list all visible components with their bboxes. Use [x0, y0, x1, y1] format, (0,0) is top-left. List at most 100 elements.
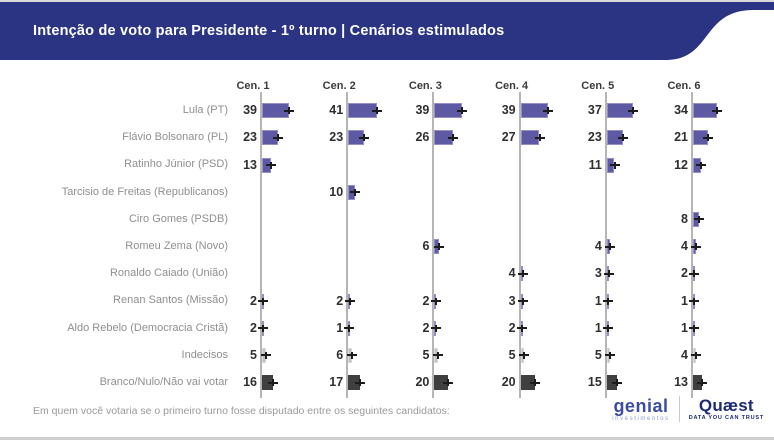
error-bar-tick	[608, 243, 611, 251]
value-label: 1	[336, 320, 344, 335]
error-bar-tick	[277, 134, 280, 142]
candidate-label: Romeu Zema (Novo)	[125, 240, 228, 252]
error-bar-tick	[436, 351, 439, 359]
value-label: 1	[681, 293, 688, 308]
error-bar-tick	[264, 351, 267, 359]
value-label: 3	[508, 293, 516, 308]
error-bar-tick	[521, 297, 524, 305]
quaest-logo: Quæst DATA YOU CAN TRUST	[689, 397, 764, 422]
header-banner: Intenção de voto para Presidente - 1º tu…	[0, 2, 774, 60]
value-label: 15	[587, 375, 602, 390]
value-label: 6	[336, 347, 344, 362]
bottom-divider	[0, 437, 774, 440]
scenario-axis-line	[604, 92, 607, 398]
value-label: 34	[674, 103, 688, 118]
error-bar-tick	[351, 351, 354, 359]
value-label: 20	[501, 375, 516, 390]
value-label: 5	[422, 347, 430, 362]
error-bar-tick	[347, 324, 350, 332]
candidate-label: Ciro Gomes (PSDB)	[128, 212, 228, 225]
value-label: 17	[329, 375, 344, 390]
value-label: 10	[329, 184, 344, 199]
value-label: 8	[681, 211, 688, 226]
value-label: 4	[508, 266, 516, 281]
value-label: 39	[501, 103, 516, 118]
survey-question-footnote: Em quem você votaria se o primeiro turno…	[33, 405, 450, 417]
error-bar-tick	[447, 379, 450, 387]
logo-separator	[678, 396, 680, 422]
error-bar-tick	[701, 379, 704, 387]
scenario-axis-line	[346, 92, 349, 398]
scenario-axis-line	[260, 92, 262, 398]
error-bar-tick	[521, 324, 523, 332]
error-bar-tick	[288, 107, 291, 115]
genial-logo: genial investimentos	[612, 397, 669, 422]
scenario-header: Cen. 3	[408, 80, 442, 92]
error-bar-tick	[700, 161, 703, 169]
value-label: 39	[243, 103, 257, 118]
error-bar-tick	[434, 297, 437, 305]
error-bar-tick	[460, 107, 463, 115]
value-label: 23	[243, 130, 257, 145]
value-label: 4	[681, 239, 688, 254]
value-label: 39	[415, 103, 430, 118]
error-bar-tick	[437, 243, 440, 251]
scenario-header: Cen. 6	[667, 80, 701, 92]
error-bar-tick	[616, 379, 619, 387]
value-label: 11	[588, 157, 602, 172]
error-bar-tick	[538, 134, 541, 142]
candidate-label: Tarcisio de Freitas (Republicanos)	[61, 185, 228, 198]
value-label: 37	[587, 103, 602, 118]
value-label: 16	[243, 375, 257, 390]
error-bar-tick	[522, 270, 525, 278]
value-label: 2	[508, 320, 516, 335]
value-label: 13	[674, 375, 688, 390]
candidate-label: Flávio Bolsonaro (PL)	[122, 131, 228, 144]
error-bar-tick	[693, 270, 696, 278]
error-bar-tick	[606, 324, 609, 332]
genial-tagline: investimentos	[612, 415, 670, 422]
error-bar-tick	[694, 243, 697, 251]
candidate-label: Ronaldo Caiado (União)	[109, 267, 228, 280]
error-bar-tick	[697, 215, 700, 223]
error-bar-tick	[621, 134, 624, 142]
genial-wordmark: genial	[613, 395, 669, 416]
error-bar-tick	[354, 188, 357, 196]
error-bar-tick	[262, 324, 265, 332]
error-bar-tick	[706, 134, 709, 142]
value-label: 4	[594, 239, 602, 254]
value-label: 27	[501, 130, 516, 145]
value-label: 2	[250, 320, 257, 335]
error-bar-tick	[434, 324, 437, 332]
candidate-label: Indecisos	[181, 348, 228, 361]
value-label: 1	[594, 293, 602, 308]
error-bar-tick	[609, 351, 612, 359]
banner-swoosh-shape	[0, 2, 774, 60]
error-bar-tick	[607, 270, 610, 278]
value-label: 23	[587, 130, 602, 145]
value-label: 3	[594, 266, 602, 281]
page-title: Intenção de voto para Presidente - 1º tu…	[33, 23, 505, 39]
scenario-header: Cen. 4	[495, 80, 529, 92]
poll-bar-chart: Cen. 1 Cen. 2 Cen. 3 Cen. 4 Cen. 5 Cen. 6 Lula…	[0, 60, 774, 405]
candidate-label: Aldo Rebelo (Democracia Cristã)	[67, 321, 228, 334]
error-bar-tick	[270, 161, 273, 169]
value-label: 26	[415, 130, 430, 145]
value-label: 6	[422, 239, 430, 254]
candidate-label: Ratinho Júnior (PSD)	[124, 158, 228, 171]
error-bar-tick	[375, 107, 378, 115]
error-bar-tick	[363, 134, 366, 142]
value-label: 5	[508, 347, 516, 362]
error-bar-tick	[451, 134, 454, 142]
error-bar-tick	[272, 379, 275, 387]
error-bar-tick	[694, 351, 697, 359]
scenario-axis-line	[432, 92, 435, 398]
error-bar-tick	[348, 297, 351, 305]
scenario-axis-line	[518, 92, 521, 398]
error-bar-tick	[613, 161, 616, 169]
value-label: 13	[243, 157, 257, 172]
error-bar-tick	[606, 297, 609, 305]
quaest-wordmark: Quæst	[698, 395, 754, 415]
value-label: 2	[422, 293, 430, 308]
